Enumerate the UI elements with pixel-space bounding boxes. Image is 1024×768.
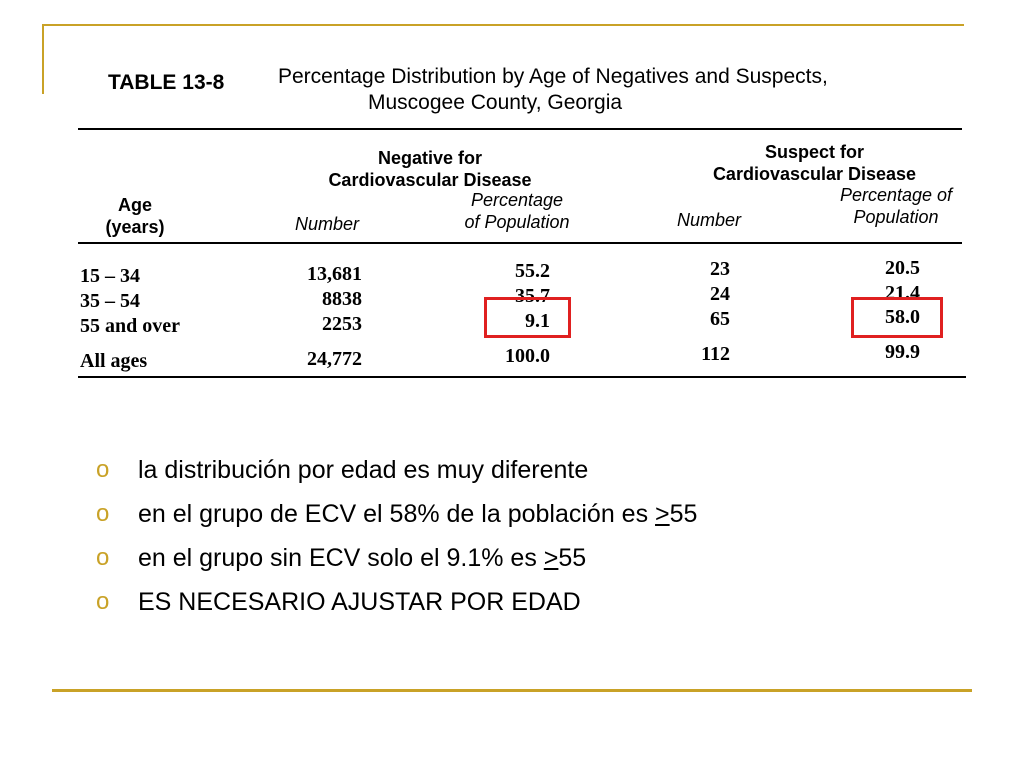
bullet-text-2: en el grupo de ECV el 58% de la població…: [138, 500, 656, 528]
row3-sus-number: 65: [710, 308, 730, 330]
bullet-marker-icon: o: [96, 456, 110, 483]
table-label: TABLE 13-8: [108, 71, 225, 94]
bullet-text-4: ES NECESARIO AJUSTAR POR EDAD: [138, 588, 581, 616]
bullet-marker-icon: o: [96, 500, 110, 527]
frame-bottom-line: [52, 689, 972, 692]
group-header-suspect: Suspect for Cardiovascular Disease: [692, 141, 937, 185]
bullet-list: o la distribución por edad es muy difere…: [96, 448, 697, 624]
row3-sus-pct: 58.0: [885, 306, 920, 328]
neg-number-header: Number: [294, 214, 360, 234]
total-neg-number: 24,772: [307, 348, 362, 370]
age-header-line2: (years): [105, 217, 165, 237]
bullet-tail-2: 55: [669, 500, 698, 528]
row1-age: 15 – 34: [80, 265, 140, 287]
bullet-item-2: o en el grupo de ECV el 58% de la poblac…: [96, 492, 697, 536]
bullet-text-3: en el grupo sin ECV solo el 9.1% es: [138, 544, 544, 572]
row3-neg-pct: 9.1: [525, 310, 550, 332]
row2-neg-pct: 35.7: [515, 285, 550, 307]
row1-neg-number: 13,681: [307, 263, 362, 285]
table-title-line2: Muscogee County, Georgia: [368, 91, 623, 114]
bullet-item-3: o en el grupo sin ECV solo el 9.1% es >5…: [96, 536, 697, 580]
bullet-item-1: o la distribución por edad es muy difere…: [96, 448, 697, 492]
group-header-negative: Negative for Cardiovascular Disease: [310, 147, 550, 191]
bullet-ge-symbol-2: >: [655, 500, 670, 528]
bottom-rule: [78, 376, 966, 378]
age-header-line1: Age: [117, 195, 152, 215]
bullet-marker-icon: o: [96, 544, 110, 571]
highlight-box-suspect-55: [851, 297, 943, 338]
neg-pct-header-line1: Percentage: [470, 190, 564, 210]
top-rule: [78, 128, 962, 130]
row3-neg-number: 2253: [322, 313, 362, 335]
sus-number-header: Number: [676, 210, 742, 230]
row1-neg-pct: 55.2: [515, 260, 550, 282]
sus-pct-header-line1: Percentage of: [839, 185, 953, 205]
group-suspect-line2: Cardiovascular Disease: [712, 164, 917, 184]
total-neg-pct: 100.0: [505, 345, 550, 367]
group-suspect-line1: Suspect for: [764, 142, 865, 162]
row2-neg-number: 8838: [322, 288, 362, 310]
group-negative-line2: Cardiovascular Disease: [328, 170, 532, 190]
bullet-tail-3: 55: [558, 544, 587, 572]
row2-sus-number: 24: [710, 283, 730, 305]
bullet-ge-symbol-3: >: [543, 544, 559, 572]
neg-pct-header-line2: of Population: [464, 212, 570, 232]
group-negative-line1: Negative for: [377, 148, 483, 168]
row3-age: 55 and over: [80, 315, 180, 337]
bullet-text-1: la distribución por edad es muy diferent…: [138, 456, 589, 484]
age-header: Age (years): [95, 194, 175, 238]
neg-pct-header: Percentage of Population: [448, 189, 586, 233]
table-title-line1: Percentage Distribution by Age of Negati…: [278, 65, 828, 88]
sus-pct-header-line2: Population: [853, 207, 939, 227]
row1-sus-pct: 20.5: [885, 257, 920, 279]
row2-age: 35 – 54: [80, 290, 140, 312]
bullet-item-4: o ES NECESARIO AJUSTAR POR EDAD: [96, 580, 697, 624]
total-sus-pct: 99.9: [885, 341, 920, 363]
bullet-marker-icon: o: [96, 588, 110, 615]
frame-left-line: [42, 24, 44, 94]
frame-top-line: [44, 24, 964, 26]
header-rule: [78, 242, 962, 244]
row1-sus-number: 23: [710, 258, 730, 280]
highlight-box-negative-55: [484, 297, 571, 338]
sus-pct-header: Percentage of Population: [826, 184, 966, 228]
total-sus-number: 112: [701, 343, 730, 365]
total-age: All ages: [80, 350, 148, 372]
